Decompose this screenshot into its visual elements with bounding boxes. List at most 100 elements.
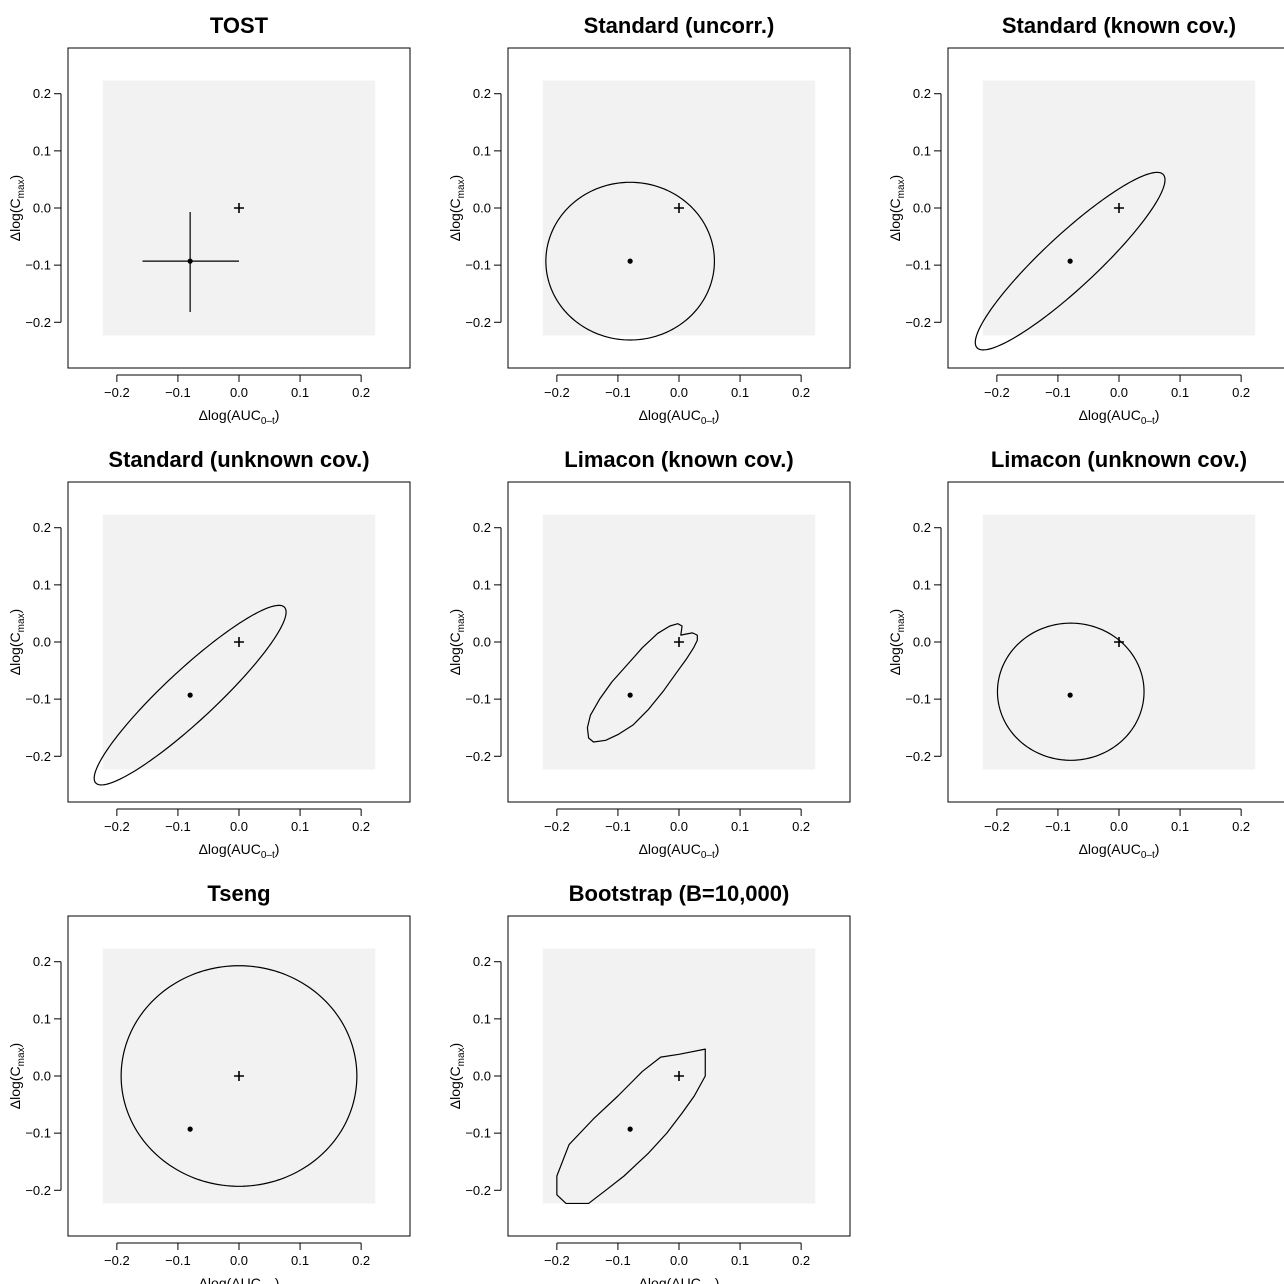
x-tick-label: −0.1: [165, 819, 191, 834]
point-estimate: [627, 692, 633, 698]
x-tick-label: 0.0: [230, 819, 248, 834]
reference-marker: [674, 203, 684, 213]
x-tick-label: 0.1: [1171, 819, 1189, 834]
x-tick-label: 0.2: [352, 819, 370, 834]
y-tick-label: 0.1: [913, 143, 931, 158]
panel-title: Standard (uncorr.): [584, 13, 775, 38]
y-tick-label: −0.2: [905, 315, 931, 330]
reference-marker: [234, 203, 244, 213]
x-axis-label: Δlog(AUC0–t): [199, 1275, 280, 1284]
y-tick-label: −0.2: [25, 749, 51, 764]
x-axis-label: Δlog(AUC0–t): [1079, 407, 1160, 427]
panel-title: Tseng: [207, 881, 270, 906]
y-axis-label: Δlog(Cmax): [447, 175, 467, 241]
reference-marker: [674, 1071, 684, 1081]
y-axis-label: Δlog(Cmax): [887, 175, 907, 241]
x-tick-label: 0.2: [792, 385, 810, 400]
point-estimate: [187, 258, 193, 264]
y-tick-label: 0.1: [33, 143, 51, 158]
x-tick-label: 0.1: [291, 1253, 309, 1268]
x-tick-label: 0.2: [792, 819, 810, 834]
x-tick-label: −0.1: [1045, 819, 1071, 834]
point-estimate: [187, 1126, 193, 1132]
y-tick-label: −0.2: [905, 749, 931, 764]
x-tick-label: −0.1: [605, 1253, 631, 1268]
x-tick-label: 0.0: [1110, 385, 1128, 400]
x-tick-label: 0.2: [1232, 385, 1250, 400]
y-tick-label: 0.2: [913, 86, 931, 101]
y-tick-label: −0.1: [25, 692, 51, 707]
y-tick-label: 0.0: [33, 635, 51, 650]
x-axis-label: Δlog(AUC0–t): [199, 407, 280, 427]
point-estimate: [627, 258, 633, 264]
y-tick-label: 0.1: [473, 1011, 491, 1026]
x-tick-label: 0.0: [670, 385, 688, 400]
panel-title: Standard (known cov.): [1002, 13, 1236, 38]
panel-title: TOST: [210, 13, 269, 38]
x-tick-label: 0.1: [1171, 385, 1189, 400]
reference-marker: [1114, 203, 1124, 213]
point-estimate: [627, 1126, 633, 1132]
x-tick-label: 0.2: [1232, 819, 1250, 834]
x-tick-label: −0.1: [165, 385, 191, 400]
panel-4: Standard (unknown cov.) −0.2 −0.2 −0.1 −0.1 0…: [7, 447, 411, 861]
x-tick-label: 0.1: [291, 819, 309, 834]
confidence-region: [120, 965, 358, 1187]
x-tick-label: 0.0: [670, 819, 688, 834]
x-tick-label: 0.2: [792, 1253, 810, 1268]
x-tick-label: −0.2: [544, 1253, 570, 1268]
y-tick-label: −0.2: [25, 1183, 51, 1198]
panel-title: Limacon (unknown cov.): [991, 447, 1247, 472]
panel-7: Tseng −0.2 −0.2 −0.1 −0.1 0.0 0.0 0.1 0.1 0.2 0.2 Δ…: [7, 881, 411, 1284]
y-tick-label: 0.0: [913, 201, 931, 216]
x-tick-label: 0.1: [731, 1253, 749, 1268]
point-estimate: [187, 692, 193, 698]
plot-frame: [67, 47, 411, 369]
y-tick-label: 0.1: [473, 577, 491, 592]
y-tick-label: −0.1: [465, 258, 491, 273]
y-tick-label: 0.0: [473, 201, 491, 216]
x-tick-label: −0.2: [984, 385, 1010, 400]
y-tick-label: 0.1: [913, 577, 931, 592]
x-tick-label: 0.2: [352, 1253, 370, 1268]
plot-frame: [947, 47, 1284, 369]
x-axis-label: Δlog(AUC0–t): [639, 1275, 720, 1284]
x-tick-label: −0.1: [165, 1253, 191, 1268]
y-tick-label: −0.1: [25, 258, 51, 273]
confidence-region: [586, 623, 698, 743]
plot-frame: [507, 47, 851, 369]
point-estimate: [1067, 692, 1073, 698]
y-tick-label: −0.1: [465, 1126, 491, 1141]
panel-title: Standard (unknown cov.): [108, 447, 369, 472]
y-tick-label: −0.1: [25, 1126, 51, 1141]
y-tick-label: −0.2: [25, 315, 51, 330]
y-tick-label: 0.0: [33, 201, 51, 216]
panel-1: TOST −0.2 −0.2 −0.1 −0.1 0.0 0.0 0.1 0.1 0.2 0.2 Δl…: [7, 13, 411, 427]
x-axis-label: Δlog(AUC0–t): [199, 841, 280, 861]
x-axis-label: Δlog(AUC0–t): [639, 841, 720, 861]
y-axis-label: Δlog(Cmax): [447, 609, 467, 675]
y-tick-label: −0.2: [465, 749, 491, 764]
panel-title: Bootstrap (B=10,000): [569, 881, 790, 906]
reference-marker: [234, 637, 244, 647]
confidence-region: [93, 604, 287, 786]
x-tick-label: 0.0: [670, 1253, 688, 1268]
reference-marker: [1114, 637, 1124, 647]
x-tick-label: −0.2: [984, 819, 1010, 834]
panel-2: Standard (uncorr.) −0.2 −0.2 −0.1 −0.1 0.0 0.0…: [447, 13, 851, 427]
y-tick-label: 0.2: [33, 520, 51, 535]
x-axis-label: Δlog(AUC0–t): [639, 407, 720, 427]
x-tick-label: −0.2: [544, 819, 570, 834]
x-tick-label: 0.2: [352, 385, 370, 400]
x-tick-label: 0.0: [230, 1253, 248, 1268]
plot-frame: [947, 481, 1284, 803]
plot-frame: [67, 915, 411, 1237]
plot-frame: [507, 481, 851, 803]
x-tick-label: −0.2: [544, 385, 570, 400]
reference-marker: [674, 637, 684, 647]
point-estimate: [1067, 258, 1073, 264]
y-axis-label: Δlog(Cmax): [7, 609, 27, 675]
y-tick-label: 0.2: [473, 520, 491, 535]
panel-3: Standard (known cov.) −0.2 −0.2 −0.1 −0.1 0.0…: [887, 13, 1284, 427]
